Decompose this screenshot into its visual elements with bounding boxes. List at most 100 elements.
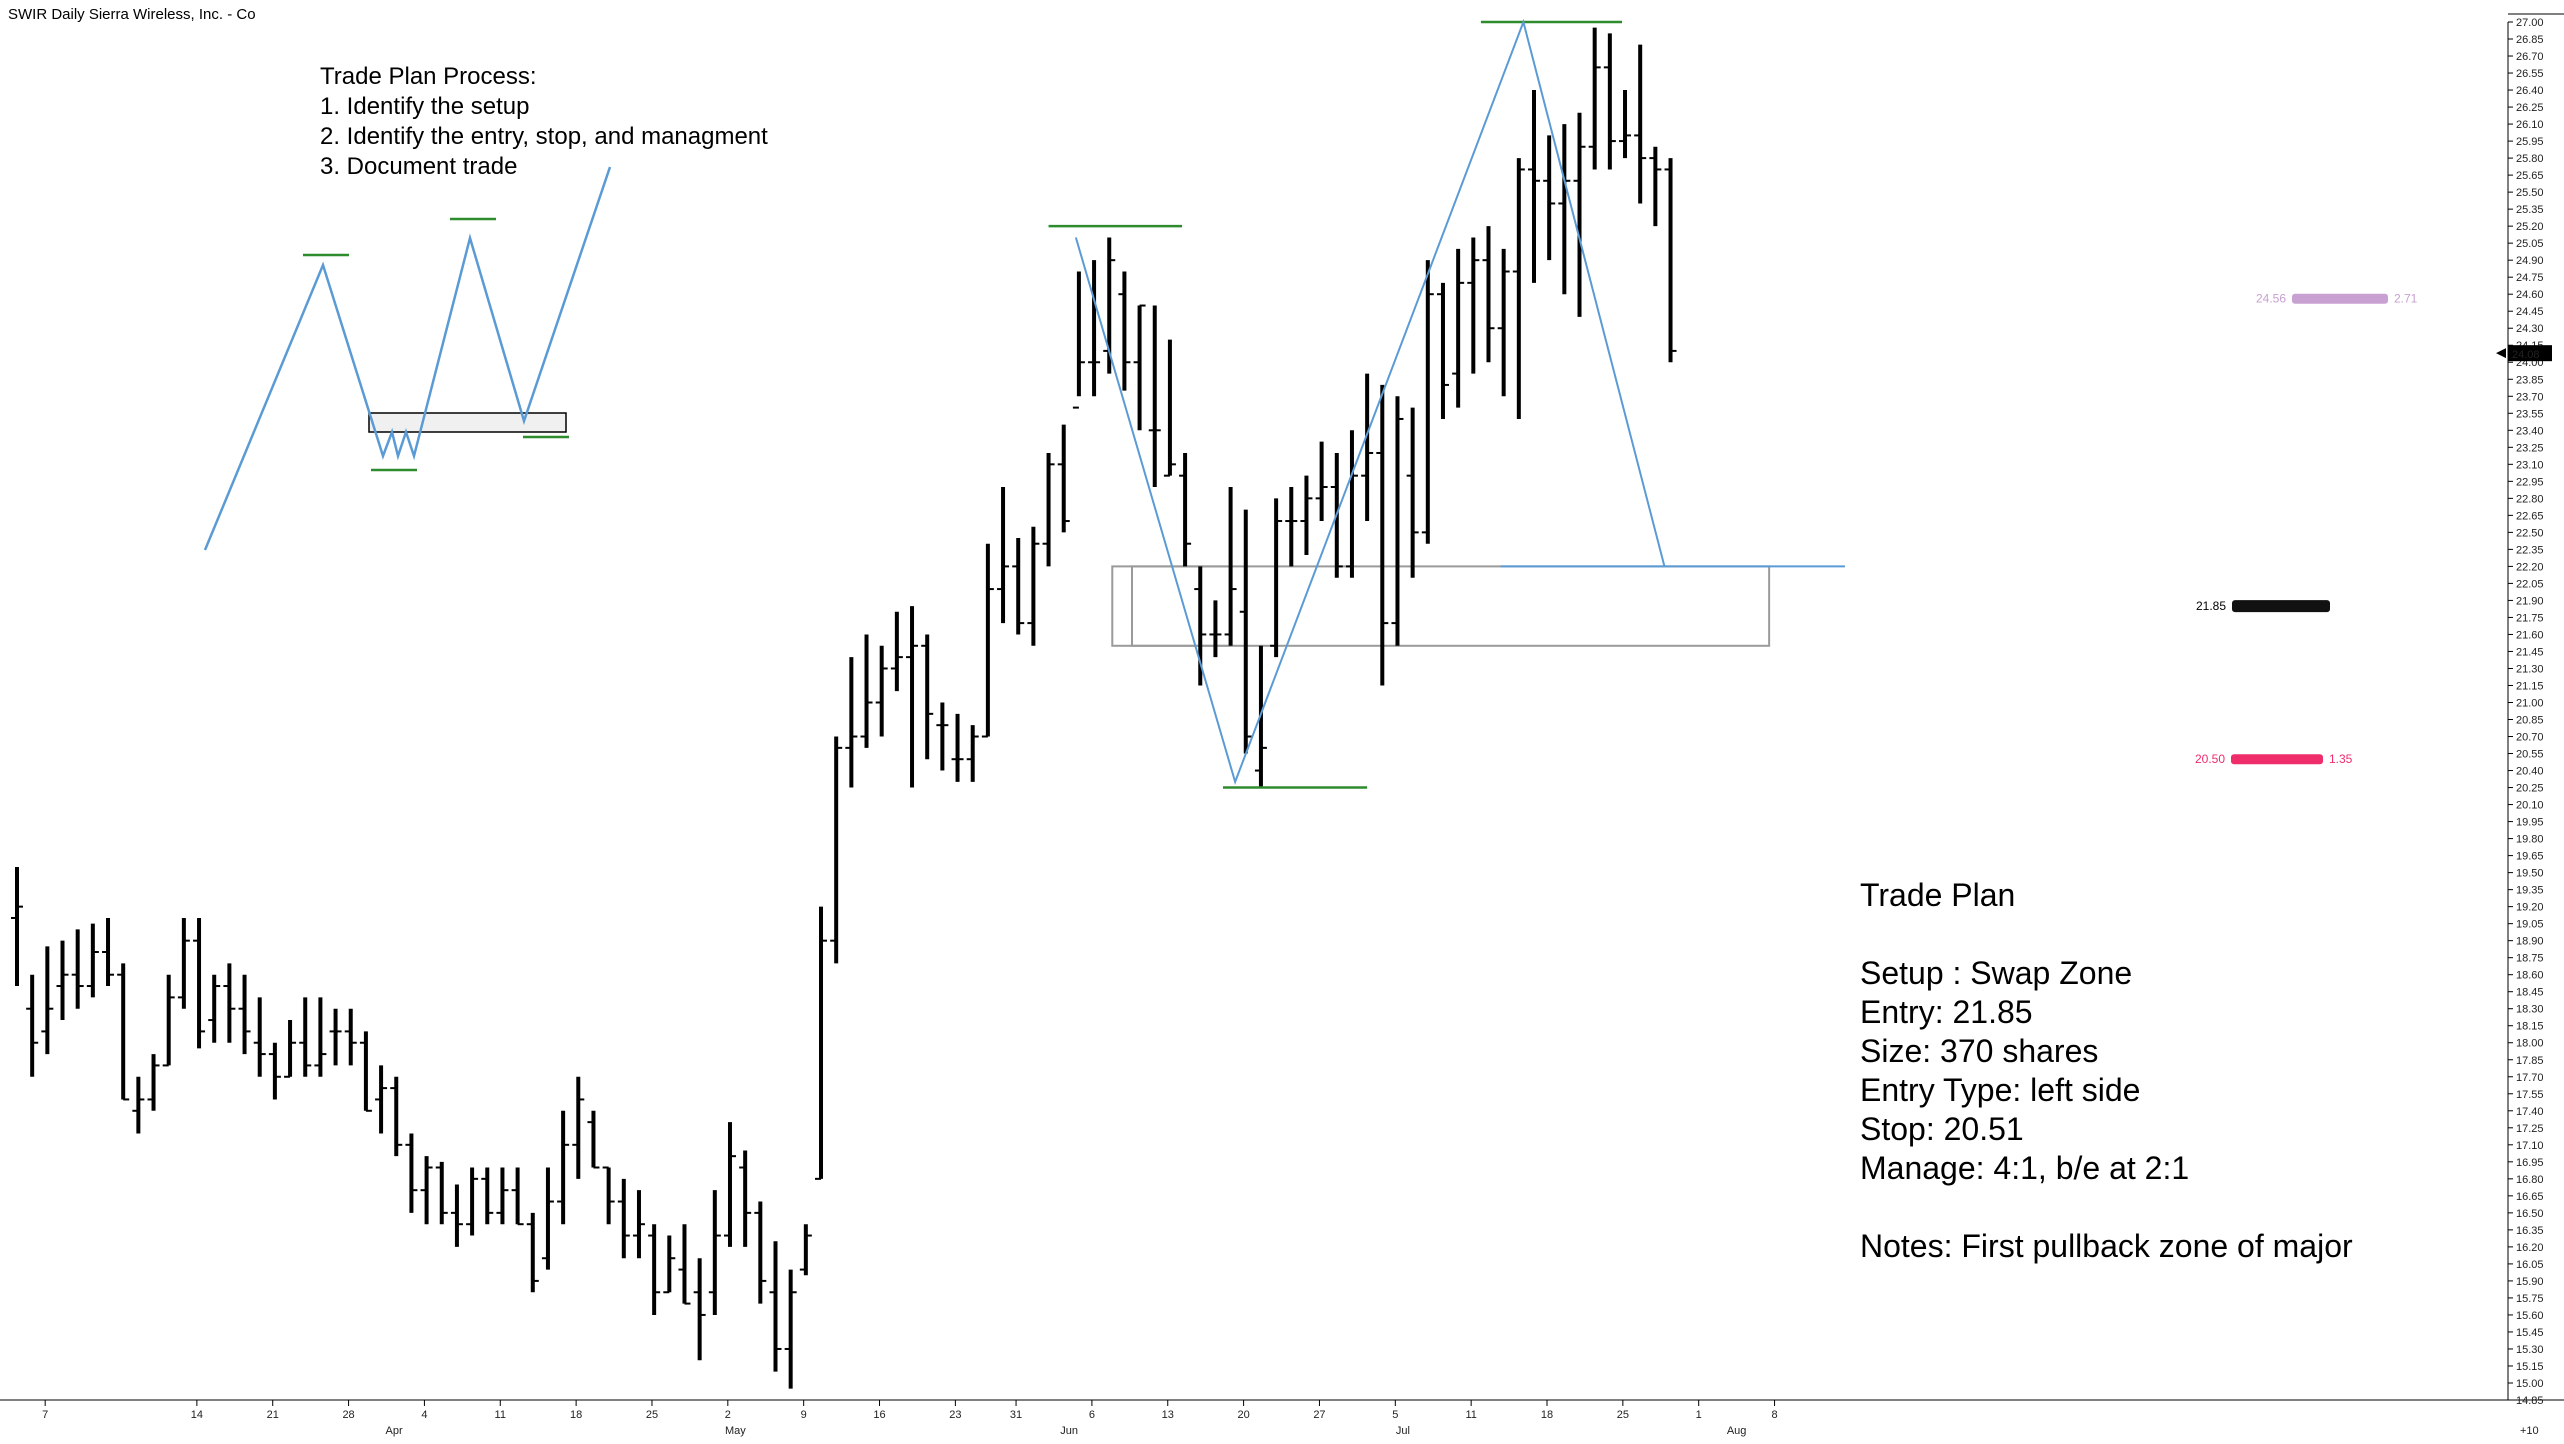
process-heading: Trade Plan Process:	[320, 63, 537, 90]
y-tick-label: 24.90	[2516, 255, 2544, 267]
month-label: Jul	[1396, 1425, 1410, 1437]
y-tick-label: 25.35	[2516, 204, 2544, 216]
y-tick-label: 22.05	[2516, 578, 2544, 590]
y-tick-label: 25.65	[2516, 170, 2544, 182]
y-tick-label: 18.00	[2516, 1038, 2544, 1050]
ohlc-bar	[162, 974, 175, 1067]
x-tick-label: 25	[1617, 1409, 1629, 1421]
y-tick-label: 21.45	[2516, 646, 2544, 658]
process-step-3: 3. Document trade	[320, 153, 518, 180]
x-tick-label: 7	[42, 1409, 48, 1421]
y-tick-label: 25.95	[2516, 136, 2544, 148]
y-tick-label: 19.05	[2516, 919, 2544, 931]
ohlc-bar	[906, 606, 919, 788]
y-tick-label: 26.70	[2516, 51, 2544, 63]
target-marker: 24.56 2.71	[2256, 292, 2418, 306]
stop-marker: 20.50 1.35	[2195, 752, 2353, 766]
trade-plan-process: Trade Plan Process: 1. Identify the setu…	[320, 62, 768, 182]
month-label: Jun	[1060, 1425, 1078, 1437]
ohlc-bar	[329, 1008, 342, 1066]
ohlc-bar	[830, 736, 843, 964]
x-tick-label: 11	[495, 1409, 506, 1421]
y-tick-label: 25.05	[2516, 238, 2544, 250]
ohlc-bar	[1588, 27, 1601, 170]
ohlc-bar	[1619, 90, 1632, 159]
y-tick-label: 18.75	[2516, 953, 2544, 965]
last-price-label: 24.08	[2512, 349, 2540, 361]
ohlc-bar	[966, 725, 979, 782]
ohlc-bar	[1573, 112, 1586, 317]
ohlc-bar	[708, 1190, 721, 1315]
y-tick-label: 24.45	[2516, 306, 2544, 318]
ohlc-bar	[526, 1212, 539, 1293]
ohlc-bar	[815, 906, 828, 1180]
y-tick-label: 15.75	[2516, 1293, 2544, 1305]
ohlc-bar	[102, 917, 115, 987]
ohlc-bar	[193, 917, 206, 1049]
y-tick-label: 18.15	[2516, 1021, 2544, 1033]
ohlc-bar	[375, 1065, 388, 1134]
ohlc-bar	[41, 946, 54, 1055]
x-tick-label: 2	[725, 1409, 731, 1421]
ohlc-bar	[602, 1166, 615, 1225]
ohlc-bar	[1345, 430, 1358, 578]
y-tick-label: 24.60	[2516, 289, 2544, 301]
ohlc-bar	[1133, 304, 1146, 431]
y-tick-label: 26.25	[2516, 102, 2544, 114]
ohlc-bar	[450, 1184, 463, 1247]
x-tick-label: 6	[1089, 1409, 1095, 1421]
ohlc-bar	[1088, 260, 1101, 397]
ohlc-bar	[147, 1054, 160, 1111]
y-tick-label: 15.60	[2516, 1310, 2544, 1322]
ohlc-bar	[1406, 407, 1419, 578]
y-tick-label: 20.25	[2516, 783, 2544, 795]
ohlc-bar	[1664, 158, 1677, 363]
y-tick-label: 23.10	[2516, 459, 2544, 471]
ohlc-bar	[1649, 146, 1662, 227]
ohlc-bar	[951, 713, 964, 782]
ohlc-bar	[56, 940, 69, 1021]
ohlc-bar	[799, 1224, 812, 1276]
x-tick-label: 1	[1696, 1409, 1702, 1421]
plan-stop: Stop: 20.51	[1860, 1111, 2024, 1147]
y-tick-label: 22.50	[2516, 527, 2544, 539]
x-tick-label: 28	[342, 1409, 354, 1421]
plan-notes: Notes: First pullback zone of major	[1860, 1228, 2353, 1264]
ohlc-bar	[1512, 158, 1525, 419]
y-tick-label: 24.30	[2516, 323, 2544, 335]
ohlc-bar	[132, 1076, 145, 1134]
ohlc-bar	[481, 1167, 494, 1225]
axis-extra-label: +10	[2520, 1425, 2539, 1437]
y-tick-label: 18.90	[2516, 936, 2544, 948]
ohlc-bar	[420, 1156, 433, 1225]
y-tick-label: 17.10	[2516, 1140, 2544, 1152]
ohlc-bar	[11, 866, 23, 987]
y-tick-label: 23.70	[2516, 391, 2544, 403]
y-tick-label: 21.00	[2516, 697, 2544, 709]
x-tick-label: 25	[646, 1409, 658, 1421]
y-tick-label: 21.15	[2516, 680, 2544, 692]
y-tick-label: 20.85	[2516, 715, 2544, 727]
y-tick-label: 26.40	[2516, 85, 2544, 97]
ohlc-bar	[1361, 373, 1374, 522]
illustration-zone	[368, 412, 567, 433]
y-tick-label: 17.55	[2516, 1089, 2544, 1101]
target-marker-price-label: 24.56	[2256, 292, 2286, 306]
process-step-1: 1. Identify the setup	[320, 93, 530, 120]
ohlc-bar	[890, 611, 903, 692]
ohlc-bar	[268, 1042, 281, 1100]
stop-marker-bar	[2231, 754, 2323, 765]
y-tick-label: 15.90	[2516, 1276, 2544, 1288]
ohlc-bar	[572, 1076, 585, 1179]
ohlc-bar	[253, 997, 266, 1077]
y-tick-label: 21.90	[2516, 595, 2544, 607]
ohlc-bar	[71, 929, 84, 1009]
y-tick-label: 20.10	[2516, 800, 2544, 812]
x-tick-label: 31	[1010, 1409, 1022, 1421]
ohlc-bar	[223, 963, 236, 1043]
ohlc-bar	[496, 1167, 509, 1225]
x-tick-label: 21	[267, 1409, 279, 1421]
ohlc-bar	[1042, 452, 1055, 567]
x-tick-label: 14	[191, 1409, 203, 1421]
